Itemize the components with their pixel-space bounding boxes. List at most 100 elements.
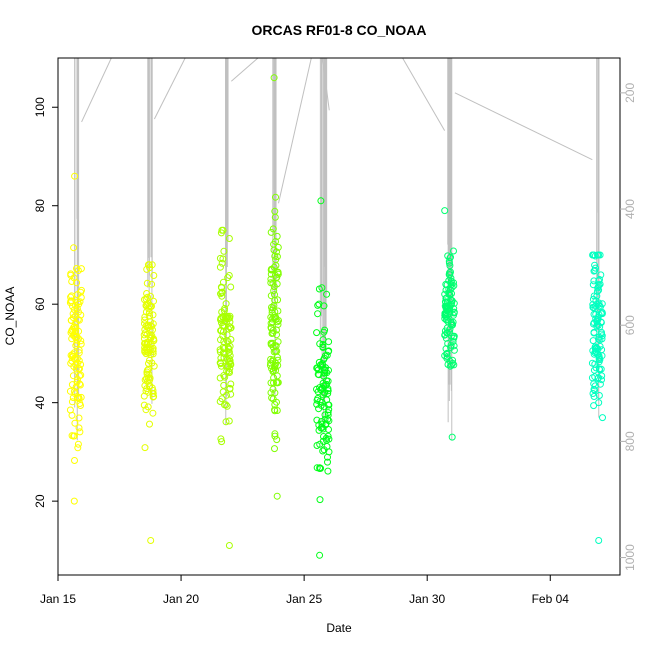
data-point — [450, 346, 458, 354]
data-point — [75, 316, 83, 324]
pressure-transit-7 — [454, 92, 593, 161]
data-point — [274, 296, 282, 304]
data-point — [313, 464, 321, 472]
right-tick-label: 800 — [623, 431, 637, 451]
data-point — [450, 247, 457, 255]
data-point — [148, 261, 156, 269]
plot-frame — [57, 57, 621, 576]
data-point — [144, 366, 151, 374]
data-point — [442, 316, 450, 324]
data-point — [447, 277, 455, 285]
data-point — [596, 366, 604, 374]
data-point — [273, 347, 281, 355]
data-point — [149, 409, 157, 417]
data-point — [225, 235, 233, 242]
data-point — [598, 332, 606, 340]
data-point — [271, 445, 278, 453]
data-point — [595, 537, 603, 544]
data-point — [69, 314, 77, 322]
data-point — [596, 380, 604, 388]
data-point — [68, 278, 76, 285]
data-point — [267, 319, 275, 327]
data-point — [269, 385, 277, 393]
data-point — [595, 299, 603, 307]
data-point — [146, 312, 154, 320]
data-point — [317, 401, 325, 409]
data-point — [443, 281, 451, 289]
data-point — [318, 284, 326, 292]
data-point — [272, 238, 279, 245]
data-point — [227, 380, 235, 388]
data-point — [446, 262, 454, 270]
data-point — [595, 333, 603, 341]
data-point — [270, 379, 277, 387]
data-point — [147, 345, 154, 353]
y-axis-label: CO_NOAA — [3, 287, 17, 346]
data-point — [77, 311, 85, 319]
data-point — [145, 339, 153, 346]
data-point — [227, 360, 235, 368]
x-tick-label: Jan 15 — [40, 592, 76, 606]
data-point — [443, 349, 451, 357]
right-tick-label: 600 — [623, 315, 637, 335]
pressure-transit-6 — [402, 58, 446, 131]
data-point — [267, 389, 275, 397]
data-point — [589, 390, 597, 397]
data-point — [68, 297, 76, 305]
data-point — [314, 395, 322, 402]
data-point — [450, 361, 458, 369]
data-point — [218, 289, 226, 297]
data-point — [446, 271, 454, 279]
data-point — [590, 402, 598, 410]
data-point — [69, 372, 77, 380]
x-tick-label: Jan 25 — [286, 592, 322, 606]
data-point — [441, 207, 449, 215]
data-point — [442, 313, 450, 321]
data-point — [141, 313, 149, 321]
data-point — [72, 334, 79, 342]
y-axis-right: 200 400 600 800 1000 — [620, 83, 637, 571]
data-point — [448, 290, 455, 298]
data-point — [325, 347, 333, 355]
data-point — [74, 440, 82, 448]
data-point — [70, 244, 78, 252]
data-point — [68, 398, 76, 406]
data-point — [447, 301, 455, 309]
data-point — [319, 425, 327, 433]
series-flight-5 — [313, 197, 333, 559]
data-point — [145, 371, 153, 378]
data-point — [68, 411, 76, 419]
y-tick-label: 100 — [33, 97, 47, 117]
data-point — [227, 390, 235, 398]
data-point — [216, 263, 224, 271]
data-point — [446, 362, 454, 370]
data-point — [149, 311, 157, 319]
data-point — [449, 318, 457, 326]
data-point — [145, 349, 152, 357]
pressure-trace — [74, 58, 600, 441]
data-point — [269, 329, 277, 337]
data-point — [220, 372, 228, 379]
data-point — [591, 386, 599, 394]
data-point — [325, 426, 332, 433]
data-point — [71, 172, 79, 180]
data-point — [590, 385, 598, 393]
data-point — [597, 303, 604, 311]
data-point — [149, 344, 157, 352]
data-point — [595, 311, 603, 319]
data-point — [272, 262, 280, 269]
data-point — [222, 300, 230, 308]
data-point — [595, 281, 603, 289]
data-point — [595, 392, 603, 399]
data-point — [597, 271, 605, 279]
data-point — [273, 331, 280, 339]
data-point — [274, 318, 281, 326]
data-point — [313, 364, 321, 372]
data-point — [270, 302, 278, 309]
data-point — [75, 335, 82, 342]
data-point — [324, 458, 331, 466]
data-point — [450, 332, 458, 340]
data-point — [590, 292, 598, 300]
data-point — [226, 369, 233, 376]
y-tick-label: 60 — [33, 297, 47, 311]
